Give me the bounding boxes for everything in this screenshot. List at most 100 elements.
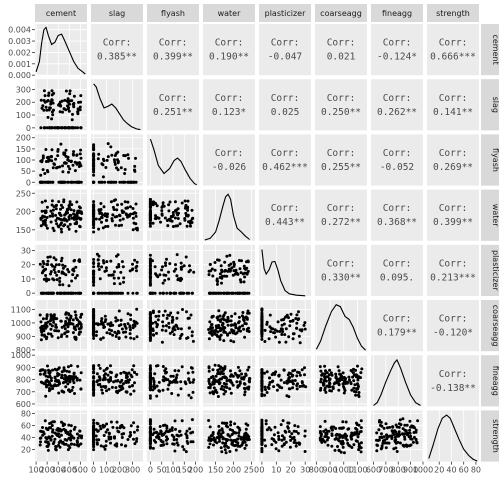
corr-value: 0.255** xyxy=(321,162,361,173)
scatter-point xyxy=(183,199,187,203)
x-tick-label: 0 xyxy=(91,466,96,475)
scatter-point xyxy=(50,148,54,152)
scatter-point xyxy=(280,438,284,442)
scatter-point xyxy=(171,225,175,228)
scatter-point xyxy=(69,291,73,295)
scatter-point xyxy=(224,375,228,379)
scatter-point xyxy=(133,164,137,168)
scatter-point xyxy=(219,387,223,391)
scatter-point xyxy=(123,154,127,158)
panel-fineagg-plasticizer xyxy=(259,354,311,407)
scatter-point xyxy=(247,387,250,391)
scatter-point xyxy=(92,291,96,295)
scatter-point xyxy=(226,269,230,273)
corr-heading: Corr: xyxy=(439,93,468,104)
scatter-point xyxy=(44,380,48,384)
scatter-point xyxy=(59,203,63,207)
scatter-point xyxy=(104,430,108,434)
scatter-point xyxy=(296,431,300,435)
scatter-point xyxy=(72,126,76,130)
scatter-point xyxy=(64,320,68,323)
scatter-point xyxy=(120,260,124,264)
scatter-point xyxy=(48,255,52,259)
scatter-point xyxy=(103,314,107,318)
scatter-point xyxy=(49,209,53,213)
scatter-point xyxy=(360,367,364,371)
scatter-point xyxy=(96,264,100,268)
scatter-points xyxy=(92,418,140,452)
x-tick-label: 60 xyxy=(459,466,469,475)
scatter-point xyxy=(131,207,135,210)
scatter-point xyxy=(50,324,54,328)
scatter-point xyxy=(230,433,234,436)
scatter-point xyxy=(71,377,75,381)
scatter-point xyxy=(320,373,324,377)
scatter-point xyxy=(72,150,76,154)
scatter-point xyxy=(97,227,101,231)
scatter-point xyxy=(354,390,358,394)
scatter-point xyxy=(170,330,174,334)
scatter-point xyxy=(131,262,134,266)
scatter-point xyxy=(101,391,105,395)
scatter-point xyxy=(128,328,132,332)
scatter-points xyxy=(92,307,139,341)
scatter-point xyxy=(148,203,152,206)
scatter-point xyxy=(92,384,96,388)
scatter-point xyxy=(112,270,116,274)
scatter-point xyxy=(92,387,96,391)
scatter-point xyxy=(375,449,379,453)
scatter-point xyxy=(179,279,182,283)
scatter-point xyxy=(115,420,119,424)
scatter-point xyxy=(164,435,168,439)
scatter-point xyxy=(46,115,50,119)
scatter-point xyxy=(218,272,222,276)
scatter-point xyxy=(290,432,294,436)
y-tick-label: 20 xyxy=(21,261,31,270)
scatter-point xyxy=(114,375,118,378)
scatter-point xyxy=(182,264,186,268)
scatter-point xyxy=(61,424,65,428)
scatter-point xyxy=(57,329,61,333)
scatter-point xyxy=(230,381,234,385)
scatter-point xyxy=(175,253,179,257)
scatter-point xyxy=(164,261,167,265)
scatter-point xyxy=(47,291,51,295)
scatter-point xyxy=(116,161,120,165)
scatter-point xyxy=(52,256,56,260)
scatter-point xyxy=(318,431,322,435)
scatter-point xyxy=(55,433,59,437)
corr-heading: Corr: xyxy=(103,38,132,49)
scatter-point xyxy=(46,259,50,263)
scatter-point xyxy=(179,327,183,331)
scatter-point xyxy=(102,261,106,265)
scatter-point xyxy=(160,440,164,444)
scatter-point xyxy=(67,217,71,221)
scatter-point xyxy=(385,433,389,437)
scatter-point xyxy=(247,365,251,369)
scatter-point xyxy=(107,435,111,439)
scatter-point xyxy=(70,118,74,122)
scatter-point xyxy=(207,369,211,373)
scatter-point xyxy=(285,394,289,398)
scatter-point xyxy=(99,337,103,341)
scatter-point xyxy=(341,371,345,375)
scatter-point xyxy=(135,260,139,264)
scatter-point xyxy=(247,379,251,383)
scatter-point xyxy=(165,291,169,295)
x-tick-label: 0 xyxy=(148,466,153,475)
scatter-point xyxy=(74,276,77,280)
scatter-point xyxy=(272,433,276,437)
scatter-point xyxy=(325,435,329,439)
scatter-point xyxy=(133,258,137,262)
scatter-point xyxy=(260,337,264,341)
scatter-point xyxy=(291,337,295,341)
scatter-point xyxy=(240,291,244,295)
scatter-point xyxy=(273,425,277,429)
scatter-point xyxy=(92,173,96,177)
scatter-point xyxy=(234,448,238,452)
scatter-point xyxy=(276,320,280,324)
scatter-point xyxy=(380,424,384,428)
scatter-point xyxy=(278,330,282,333)
corr-heading: Corr: xyxy=(271,203,300,214)
column-strip-water xyxy=(203,4,255,22)
